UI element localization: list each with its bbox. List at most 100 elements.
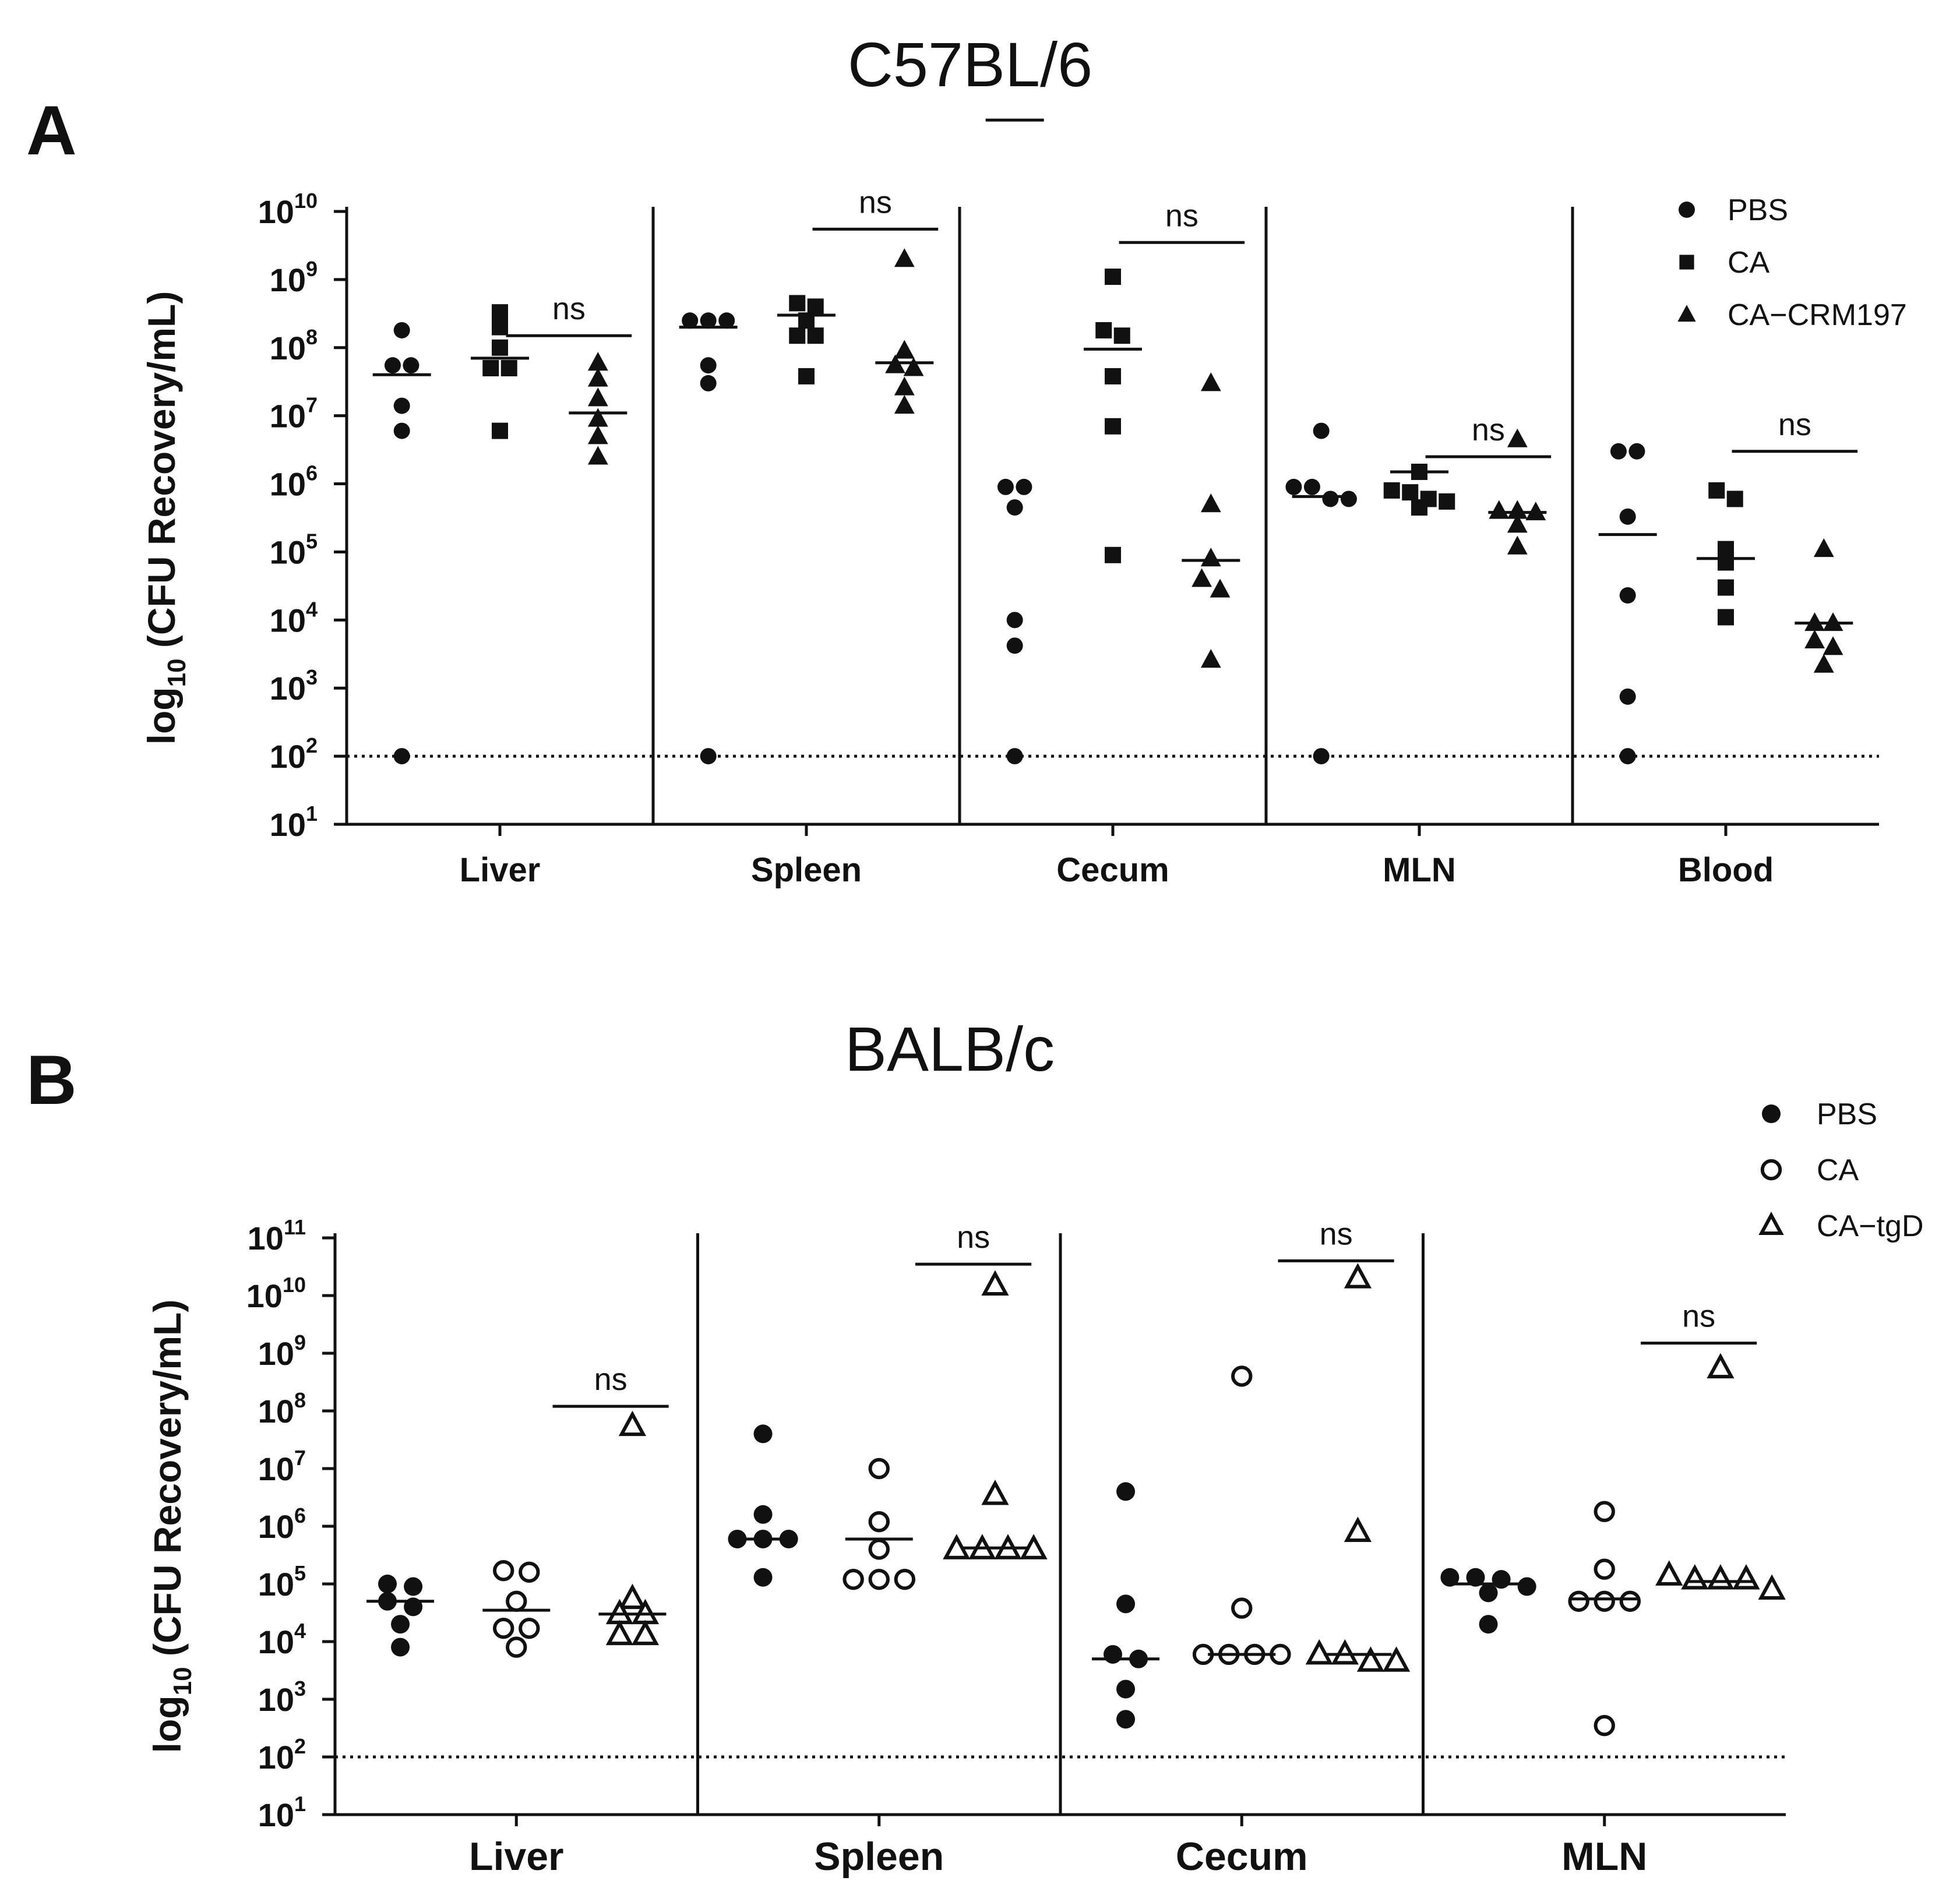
y-tick-label: 109	[270, 257, 318, 298]
legend-marker	[1758, 1211, 1784, 1235]
data-point	[981, 1480, 1009, 1505]
data-point	[1105, 546, 1121, 563]
legend-marker	[1762, 1104, 1781, 1123]
y-tick-base: 10	[270, 330, 306, 366]
data-point	[1594, 1714, 1615, 1737]
data-point	[605, 1619, 633, 1646]
chart-title: C57BL/6	[848, 29, 1092, 100]
data-point	[393, 422, 410, 439]
y-tick-base: 10	[258, 1624, 294, 1660]
data-point	[842, 1568, 864, 1590]
data-point	[1313, 422, 1330, 439]
data-point	[700, 375, 717, 391]
significance-label: ns	[859, 185, 892, 220]
data-point	[1507, 428, 1528, 447]
data-point	[493, 1617, 514, 1639]
data-point	[1619, 587, 1636, 604]
data-point	[1105, 418, 1121, 435]
data-point	[587, 408, 608, 427]
data-point	[1105, 269, 1121, 285]
data-point	[1006, 637, 1023, 654]
y-tick-exponent: 11	[284, 1215, 306, 1239]
chart-title: BALB/c	[845, 1014, 1055, 1084]
y-tick-base: 10	[258, 1739, 294, 1776]
data-point	[753, 1424, 773, 1444]
y-tick-exponent: 8	[306, 325, 318, 349]
y-tick-exponent: 4	[306, 597, 318, 621]
data-point	[981, 1270, 1009, 1296]
data-point	[1492, 1570, 1511, 1589]
data-point	[807, 298, 824, 315]
legend-marker	[1679, 255, 1694, 270]
y-tick-label: 102	[258, 1734, 306, 1776]
panel-letter: A	[26, 91, 77, 170]
data-point	[1610, 443, 1627, 460]
data-point	[682, 312, 699, 329]
y-tick-base: 10	[270, 806, 306, 843]
y-tick-base: 10	[258, 193, 294, 230]
y-tick-exponent: 3	[294, 1677, 306, 1700]
legend-label: CA−tgD	[1817, 1209, 1924, 1243]
data-point	[1466, 1568, 1485, 1587]
y-tick-label: 106	[258, 1504, 306, 1545]
data-point	[1718, 609, 1734, 626]
panel-letter: B	[26, 1041, 77, 1119]
data-point	[1439, 493, 1455, 510]
x-category-label: MLN	[1561, 1834, 1647, 1879]
data-point	[753, 1568, 773, 1587]
data-point	[1594, 1501, 1615, 1522]
data-point	[1200, 548, 1221, 567]
data-point	[1411, 499, 1427, 516]
data-point	[1095, 322, 1112, 338]
y-tick-label: 102	[270, 733, 318, 775]
data-point	[393, 397, 410, 414]
y-tick-label: 106	[270, 461, 318, 503]
y-tick-exponent: 2	[294, 1734, 306, 1758]
x-category-label: Spleen	[751, 851, 862, 889]
data-point	[1105, 368, 1121, 384]
data-point	[1507, 514, 1528, 533]
data-point	[1813, 538, 1834, 557]
data-point	[506, 1590, 527, 1612]
y-tick-exponent: 1	[294, 1792, 306, 1816]
data-point	[1356, 1646, 1385, 1672]
y-tick-base: 10	[270, 738, 306, 775]
data-point	[391, 1638, 410, 1657]
data-point	[587, 368, 608, 387]
data-point	[1305, 1639, 1333, 1665]
data-point	[492, 304, 508, 321]
data-point	[903, 357, 924, 376]
data-point	[1517, 1577, 1536, 1596]
y-axis-title: log10 (CFU Recovery/mL)	[146, 1300, 197, 1753]
y-axis-title-subscript: 10	[163, 658, 191, 687]
data-point	[1822, 612, 1843, 631]
data-point	[1619, 688, 1636, 705]
y-tick-base: 10	[258, 1566, 294, 1603]
y-tick-label: 107	[270, 393, 318, 435]
significance-label: ns	[1682, 1299, 1715, 1334]
y-tick-exponent: 6	[306, 461, 318, 485]
y-tick-exponent: 3	[306, 665, 318, 689]
data-point	[1116, 1594, 1136, 1614]
data-point	[807, 327, 824, 344]
data-point	[1016, 478, 1032, 495]
y-tick-exponent: 6	[294, 1504, 306, 1527]
data-point	[1344, 1516, 1372, 1542]
data-point	[700, 748, 717, 765]
data-point	[1804, 629, 1825, 649]
significance-label: ns	[1165, 198, 1198, 233]
data-point	[1344, 1263, 1372, 1289]
data-point	[1200, 649, 1221, 668]
y-tick-base: 10	[270, 466, 306, 503]
data-point	[587, 425, 608, 444]
data-point	[1402, 484, 1419, 501]
data-point	[1231, 1597, 1253, 1619]
data-point	[1006, 499, 1023, 516]
significance-label: ns	[594, 1362, 628, 1397]
y-tick-label: 1010	[258, 189, 318, 230]
data-point	[1813, 654, 1834, 673]
data-point	[868, 1511, 890, 1533]
data-point	[753, 1505, 773, 1524]
data-point	[1116, 1710, 1136, 1729]
